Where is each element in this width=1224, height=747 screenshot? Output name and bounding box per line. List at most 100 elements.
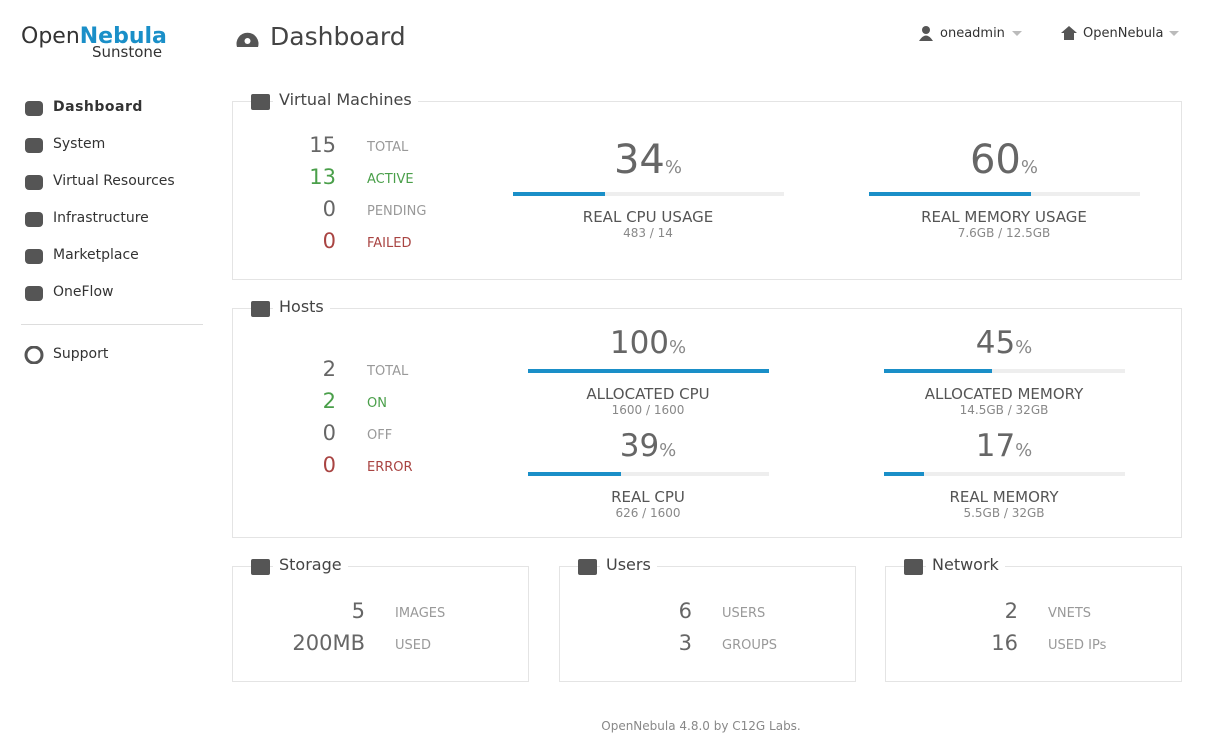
stat-label: ON bbox=[367, 396, 387, 411]
nav-icon bbox=[25, 212, 43, 227]
gauge-label: REAL CPU USAGE bbox=[582, 208, 714, 226]
nav-item[interactable]: System bbox=[53, 136, 106, 152]
gauge-detail: 1600 / 1600 bbox=[611, 403, 685, 417]
gauge-number: 17 bbox=[975, 428, 1016, 465]
panel-icon bbox=[904, 559, 923, 575]
stat-label: USED bbox=[395, 638, 431, 653]
gauge-value: 45% bbox=[854, 325, 1154, 361]
caret bbox=[1012, 31, 1022, 36]
gauge-unit: % bbox=[1015, 337, 1033, 359]
gauge-number: 39 bbox=[619, 428, 660, 465]
gauge-detail: 483 / 14 bbox=[623, 226, 673, 240]
gauge-label: REAL MEMORY bbox=[949, 488, 1059, 506]
support-icon bbox=[24, 346, 44, 364]
nav-icon bbox=[25, 101, 43, 116]
gauge-unit: % bbox=[1015, 440, 1033, 462]
stat-value: 2 bbox=[1004, 599, 1018, 623]
caret bbox=[1169, 31, 1179, 36]
gauge-value: 17% bbox=[854, 428, 1154, 464]
gauge-fill bbox=[883, 472, 925, 476]
user-icon bbox=[919, 26, 933, 41]
panel bbox=[559, 566, 856, 682]
gauge-value: 34% bbox=[498, 137, 798, 183]
gauge-value: 100% bbox=[498, 325, 798, 361]
stat-value: 13 bbox=[309, 165, 336, 189]
nav-icon bbox=[25, 138, 43, 153]
logo-open: Open bbox=[21, 24, 80, 49]
gauge-track bbox=[883, 472, 1125, 476]
nav-item[interactable]: Virtual Resources bbox=[53, 173, 175, 189]
gauge-fill bbox=[527, 472, 622, 476]
gauge-label: REAL MEMORY USAGE bbox=[921, 208, 1087, 226]
gauge-detail: 14.5GB / 32GB bbox=[959, 403, 1049, 417]
gauge-number: 45 bbox=[975, 325, 1016, 362]
gauge-track bbox=[527, 472, 769, 476]
stat-value: 16 bbox=[991, 631, 1018, 655]
gauge-track bbox=[868, 192, 1140, 196]
stat-label: GROUPS bbox=[722, 638, 777, 653]
stat-label: VNETS bbox=[1048, 606, 1092, 621]
panel-title: Virtual Machines bbox=[273, 90, 418, 109]
user-menu[interactable]: oneadmin bbox=[940, 26, 1005, 41]
stat-label: OFF bbox=[367, 428, 393, 443]
stat-value: 0 bbox=[322, 453, 336, 477]
gauge-label: REAL CPU bbox=[611, 488, 685, 506]
nav-item[interactable]: Marketplace bbox=[53, 247, 139, 263]
nav-item[interactable]: Infrastructure bbox=[53, 210, 149, 226]
gauge-label: ALLOCATED MEMORY bbox=[924, 385, 1084, 403]
stat-label: FAILED bbox=[367, 236, 412, 251]
stat-label: ACTIVE bbox=[367, 172, 414, 187]
stat-label: ERROR bbox=[367, 460, 413, 475]
panel-icon bbox=[251, 94, 270, 110]
stat-value: 5 bbox=[351, 599, 365, 623]
panel-icon bbox=[578, 559, 597, 575]
stat-value: 0 bbox=[322, 421, 336, 445]
gauge-unit: % bbox=[664, 157, 682, 178]
stat-label: USED IPs bbox=[1048, 638, 1107, 653]
panel-title: Storage bbox=[273, 555, 348, 574]
footer: OpenNebula 4.8.0 by C12G Labs. bbox=[601, 719, 801, 733]
zone-menu[interactable]: OpenNebula bbox=[1083, 26, 1164, 41]
stat-value: 2 bbox=[322, 389, 336, 413]
stat-value: 200MB bbox=[292, 631, 365, 655]
nav-icon bbox=[25, 286, 43, 301]
logo: OpenNebula bbox=[21, 24, 167, 49]
panel-title: Hosts bbox=[273, 297, 330, 316]
stat-value: 15 bbox=[309, 133, 336, 157]
gauge-fill bbox=[512, 192, 605, 196]
gauge-unit: % bbox=[1020, 157, 1038, 178]
panel bbox=[885, 566, 1182, 682]
panel bbox=[232, 308, 1182, 538]
page-title: Dashboard bbox=[270, 22, 406, 51]
stat-label: TOTAL bbox=[367, 140, 409, 155]
gauge-number: 60 bbox=[969, 137, 1021, 183]
logo-nebula: Nebula bbox=[79, 24, 167, 49]
panel bbox=[232, 101, 1182, 280]
gauge-unit: % bbox=[669, 337, 687, 359]
gauge-value: 39% bbox=[498, 428, 798, 464]
gauge-track bbox=[512, 192, 784, 196]
gauge-detail: 5.5GB / 32GB bbox=[963, 506, 1045, 520]
gauge-fill bbox=[883, 369, 992, 373]
gauge-detail: 626 / 1600 bbox=[615, 506, 681, 520]
nav-item[interactable]: OneFlow bbox=[53, 284, 114, 300]
stat-label: PENDING bbox=[367, 204, 427, 219]
gauge-fill bbox=[868, 192, 1032, 196]
gauge-number: 100 bbox=[609, 325, 670, 362]
nav-support[interactable]: Support bbox=[53, 346, 109, 362]
panel-icon bbox=[251, 559, 270, 575]
logo-sub: Sunstone bbox=[92, 43, 163, 61]
nav-item[interactable]: Dashboard bbox=[53, 99, 143, 115]
gauge-fill bbox=[527, 369, 769, 373]
stat-label: USERS bbox=[722, 606, 766, 621]
stat-value: 3 bbox=[678, 631, 692, 655]
gauge-track bbox=[527, 369, 769, 373]
stat-label: IMAGES bbox=[395, 606, 446, 621]
nav-icon bbox=[25, 175, 43, 190]
stat-value: 2 bbox=[322, 357, 336, 381]
stat-label: TOTAL bbox=[367, 364, 409, 379]
gauge-value: 60% bbox=[854, 137, 1154, 183]
gauge-number: 34 bbox=[613, 137, 665, 183]
panel-icon bbox=[251, 301, 270, 317]
